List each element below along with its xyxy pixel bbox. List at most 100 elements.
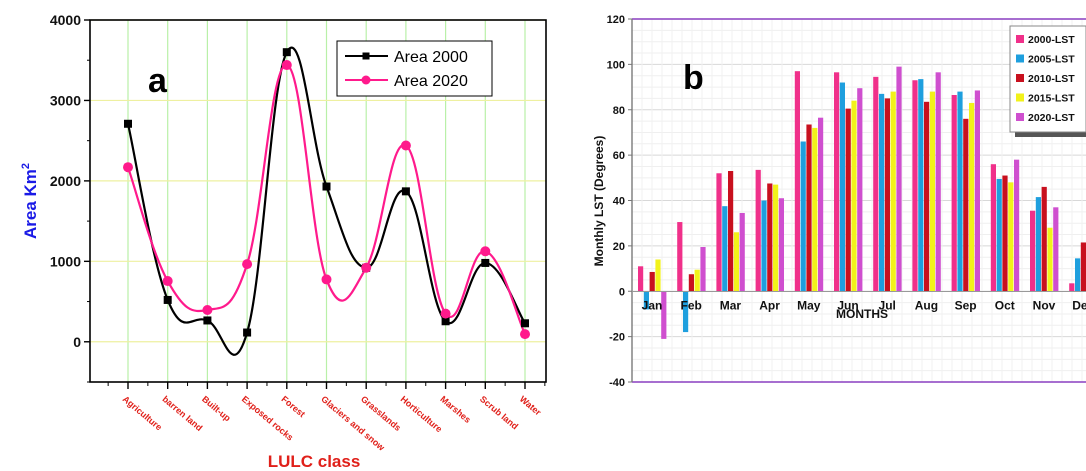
bar-2020-lst-oct <box>1014 159 1020 292</box>
y-label-text: Area Km <box>21 169 40 239</box>
panel-a-markers <box>123 48 530 340</box>
bar-2020-lst-sep <box>974 90 980 292</box>
bar-2000-lst-jun <box>834 72 840 292</box>
bar-2005-lst-jan <box>643 291 649 310</box>
data-point-area-2020 <box>520 329 530 340</box>
y-tick-label: 100 <box>607 59 625 71</box>
data-point-area-2000 <box>124 119 132 128</box>
bar-2000-lst-dec <box>1069 283 1075 292</box>
x-category-label: Jun <box>837 298 858 312</box>
x-category-label: Marshes <box>438 394 472 425</box>
data-point-area-2020 <box>202 305 213 316</box>
bar-2020-lst-mar <box>739 212 745 292</box>
panel-b-bars <box>638 66 1086 339</box>
data-point-area-2020 <box>440 308 451 319</box>
legend-text: 2005-LST <box>1028 54 1075 66</box>
legend-text: 2020-LST <box>1028 112 1075 124</box>
bar-2010-lst-sep <box>963 118 969 292</box>
bar-2000-lst-feb <box>677 222 683 292</box>
x-category-label: Jan <box>642 298 663 312</box>
bar-2020-lst-may <box>818 117 824 292</box>
bar-2020-lst-jan <box>661 291 667 339</box>
bar-2000-lst-nov <box>1030 210 1036 292</box>
legend-swatch <box>1016 74 1024 82</box>
panel-a-x-axis-label: LULC class <box>268 452 361 471</box>
x-category-label: Oct <box>995 298 1015 312</box>
x-category-label: Aug <box>915 298 938 312</box>
bar-2005-lst-may <box>800 141 806 292</box>
legend-text: 2015-LST <box>1028 93 1075 105</box>
x-category-label: May <box>797 298 821 312</box>
x-category-label: Forest <box>280 394 308 419</box>
data-point-area-2000 <box>243 328 252 337</box>
panel-b-ticks: -40 -20 0 20 40 60 80 100 120 Jan Feb Mar Apr May Jun J… <box>607 14 1086 389</box>
y-tick-label: 0 <box>73 334 81 350</box>
y-tick-label: -20 <box>609 332 625 344</box>
data-point-area-2000 <box>521 319 529 328</box>
x-category-label: Dec <box>1072 298 1086 312</box>
bar-2015-lst-aug <box>929 91 935 292</box>
bar-2005-lst-apr <box>761 200 767 292</box>
bar-2015-lst-mar <box>733 232 739 292</box>
legend-text: 2010-LST <box>1028 73 1075 85</box>
bar-2005-lst-oct <box>996 178 1002 292</box>
bar-2010-lst-oct <box>1002 175 1008 292</box>
panel-b-y-axis-label: Monthly LST (Degrees) <box>592 136 606 267</box>
bar-2000-lst-apr <box>755 169 761 292</box>
bar-2015-lst-jun <box>851 100 857 292</box>
legend-swatch <box>1016 93 1024 102</box>
data-point-area-2000 <box>163 295 172 304</box>
x-category-label: barren land <box>160 394 204 433</box>
legend-swatch <box>1016 54 1024 63</box>
legend-swatch <box>1016 35 1024 43</box>
bar-2000-lst-jan <box>638 266 644 292</box>
bar-2010-lst-may <box>806 124 812 292</box>
data-point-area-2020 <box>242 259 253 270</box>
legend-marker-area-2020 <box>361 75 371 85</box>
y-tick-label: 1000 <box>50 253 81 269</box>
data-point-area-2000 <box>203 316 212 325</box>
data-point-area-2020 <box>480 246 491 257</box>
bar-2010-lst-jun <box>845 108 851 292</box>
x-category-label: Mar <box>720 298 742 312</box>
bar-2015-lst-jul <box>890 91 896 292</box>
bar-2010-lst-jan <box>649 271 655 292</box>
data-point-area-2000 <box>481 258 490 267</box>
bar-2010-lst-nov <box>1041 186 1047 292</box>
data-point-area-2020 <box>123 162 133 173</box>
bar-2010-lst-feb <box>688 274 694 292</box>
bar-2010-lst-aug <box>924 101 930 292</box>
bar-2020-lst-feb <box>700 247 706 292</box>
bar-2000-lst-mar <box>716 173 722 292</box>
data-point-area-2020 <box>400 140 411 151</box>
legend-marker-area-2000 <box>362 52 370 60</box>
legend-swatch <box>1016 113 1024 121</box>
bar-2000-lst-sep <box>951 95 957 292</box>
data-point-area-2000 <box>322 182 331 191</box>
x-category-label: Scrub land <box>478 394 520 432</box>
bar-2015-lst-apr <box>773 184 779 292</box>
legend-text-area-2000: Area 2000 <box>394 49 468 66</box>
bar-2010-lst-jul <box>884 98 890 292</box>
data-point-area-2000 <box>282 48 291 57</box>
y-tick-label: 40 <box>613 196 625 208</box>
x-category-label: Jul <box>879 298 896 312</box>
bar-2000-lst-jul <box>873 76 879 292</box>
bar-2020-lst-nov <box>1053 207 1059 292</box>
data-point-area-2020 <box>321 274 332 285</box>
bar-2010-lst-dec <box>1080 242 1086 292</box>
bar-2005-lst-dec <box>1075 258 1081 292</box>
y-tick-label: 20 <box>613 241 625 253</box>
x-category-label: Water <box>518 394 544 418</box>
data-point-area-2020 <box>281 60 292 71</box>
data-point-area-2020 <box>361 262 372 273</box>
bar-2000-lst-may <box>794 71 800 292</box>
panel-b-label: b <box>683 59 704 97</box>
bar-2010-lst-mar <box>728 171 734 292</box>
panel-a-plot-frame <box>89 19 547 383</box>
bar-2015-lst-may <box>812 127 818 292</box>
bar-2020-lst-aug <box>935 72 941 292</box>
bar-2010-lst-apr <box>767 183 773 292</box>
panel-a-y-axis-label: Area Km2 <box>20 163 40 239</box>
